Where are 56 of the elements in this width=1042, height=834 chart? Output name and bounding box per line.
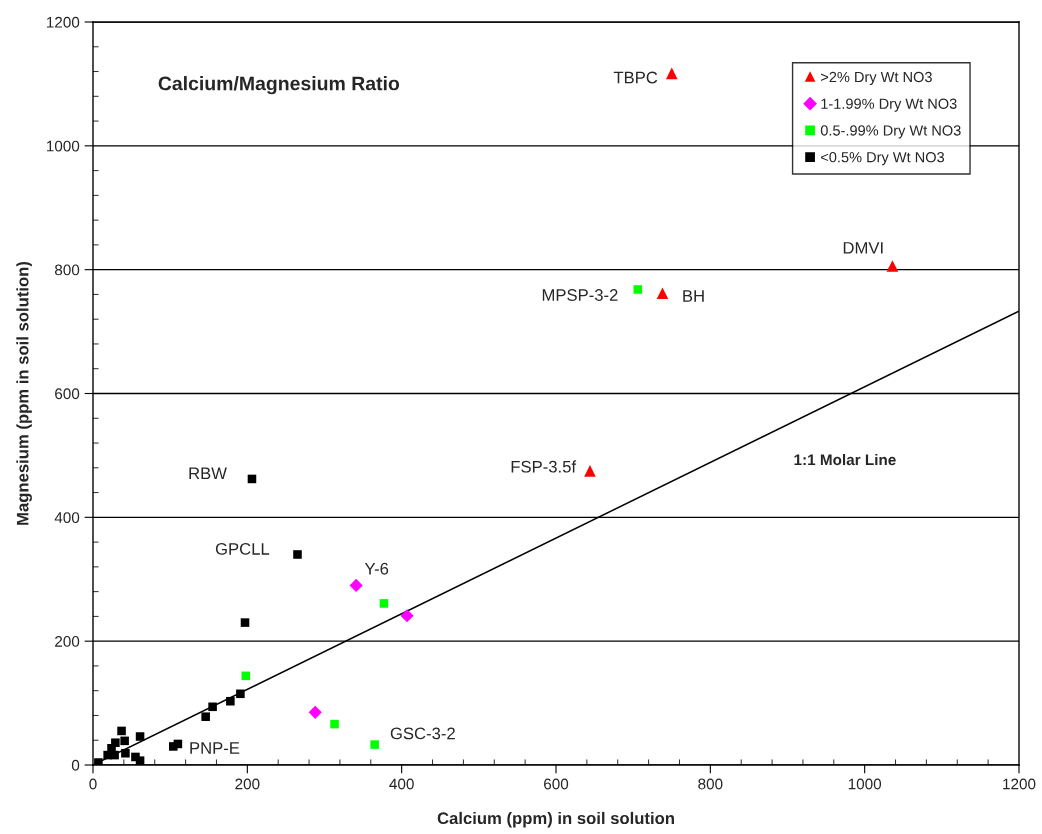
x-tick-label: 1000 (848, 778, 882, 790)
annotation: DMVI (843, 242, 883, 254)
annotation: PNP-E (190, 742, 240, 754)
point (121, 748, 130, 758)
y-tick-label: 1200 (46, 16, 80, 28)
legend-label: 1-1.99% Dry Wt NO3 (821, 98, 957, 112)
point (120, 736, 129, 746)
point (330, 719, 339, 729)
point (633, 285, 643, 294)
text: Calcium/Magnesium Ratio (158, 76, 400, 95)
point (240, 618, 250, 627)
y-tick-label: 200 (55, 636, 80, 647)
point (379, 599, 389, 608)
point (886, 260, 899, 272)
annotation: BH (683, 290, 704, 302)
legend-label: 0.5-.99% Dry Wt NO3 (820, 125, 961, 139)
point (135, 756, 145, 765)
point (208, 702, 217, 712)
x-tick-label: 400 (389, 778, 414, 790)
x-axis-title: Calcium (ppm) in soil solution (437, 811, 674, 828)
annotation: FSP-3.5f (511, 460, 577, 473)
x-tick-label: 600 (544, 778, 569, 790)
y-tick-label: 600 (55, 388, 80, 400)
legend-label: >2% Dry Wt NO3 (821, 71, 932, 86)
point (584, 465, 596, 477)
point (656, 287, 669, 300)
y-tick-label: 0 (71, 759, 80, 771)
y-tick-label: 800 (54, 264, 80, 276)
annotation: RBW (189, 467, 227, 480)
y-tick-label: 400 (54, 512, 80, 524)
point (349, 578, 363, 593)
x-tick-label: 200 (235, 778, 260, 790)
point (135, 732, 145, 741)
annotation: GPCLL (215, 542, 270, 555)
point (293, 550, 302, 559)
annotation: GSC-3-2 (390, 727, 455, 740)
point (308, 705, 322, 719)
point (111, 738, 120, 747)
point (400, 609, 414, 623)
point (370, 740, 379, 749)
point (94, 758, 103, 765)
y-axis-title: Magnesium (ppm in soil solution) (16, 261, 32, 525)
x-tick-label: 800 (698, 778, 723, 790)
annotation: 1:1 Molar Line (794, 453, 896, 466)
x-tick-label: 1200 (1003, 778, 1036, 790)
x-tick-label: 0 (89, 778, 97, 790)
y-tick-label: 1000 (46, 140, 80, 152)
annotation: MPSP-3-2 (542, 289, 618, 301)
point (201, 712, 210, 721)
annotation: TBPC (613, 71, 658, 84)
point (665, 67, 678, 80)
point (236, 689, 245, 699)
legend-label: <0.5% Dry Wt NO3 (821, 152, 945, 166)
annotation: Y-6 (364, 562, 389, 575)
point (117, 726, 126, 736)
point (226, 696, 235, 706)
